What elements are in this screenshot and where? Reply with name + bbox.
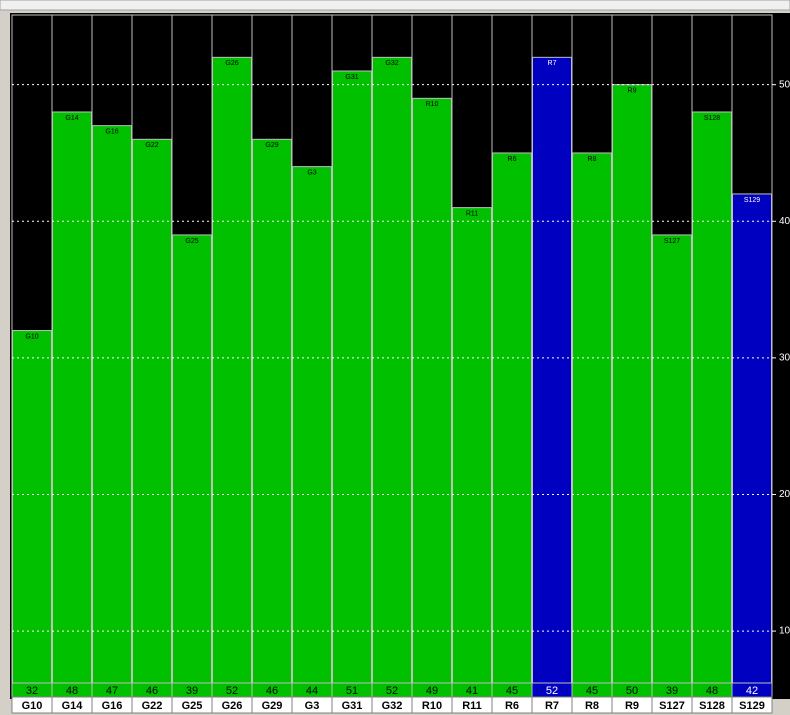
bar-top-label: R7 <box>548 60 557 67</box>
bar-top-label: G26 <box>225 60 238 67</box>
x-tick-label: G32 <box>382 700 403 712</box>
x-tick-label: G25 <box>182 700 203 712</box>
bar <box>332 70 372 684</box>
bar <box>652 234 692 684</box>
bar <box>132 138 172 684</box>
value-label: 51 <box>346 685 358 697</box>
bar-top-label: G22 <box>145 142 158 149</box>
y-tick-label: 50 <box>779 79 790 90</box>
x-tick-label: G29 <box>262 700 283 712</box>
bar <box>252 138 292 684</box>
y-tick-label: 10 <box>779 626 790 637</box>
value-label: 42 <box>746 685 758 697</box>
bar-top-label: G14 <box>65 115 78 122</box>
value-label: 49 <box>426 685 438 697</box>
bar <box>572 152 612 684</box>
x-tick-label: G14 <box>62 700 84 712</box>
bar <box>532 56 572 684</box>
x-tick-label: G31 <box>342 700 363 712</box>
value-label: 52 <box>386 685 398 697</box>
x-tick-label: R10 <box>422 700 442 712</box>
bar <box>12 330 52 684</box>
bar-top-label: G25 <box>185 238 198 245</box>
bar-top-label: R10 <box>426 101 439 108</box>
value-label: 44 <box>306 685 318 697</box>
value-label: 47 <box>106 685 118 697</box>
x-tick-label: R7 <box>545 700 559 712</box>
category-cell <box>731 696 773 714</box>
x-tick-label: G3 <box>305 700 320 712</box>
x-tick-label: R9 <box>625 700 639 712</box>
bar <box>412 97 452 684</box>
bar <box>732 193 772 684</box>
x-tick-label: S129 <box>739 700 765 712</box>
bar-top-label: S127 <box>664 238 680 245</box>
bar <box>492 152 532 684</box>
y-tick-label: 40 <box>779 216 790 227</box>
bar <box>92 125 132 684</box>
bar-top-label: G31 <box>345 74 358 81</box>
value-label: 48 <box>66 685 78 697</box>
y-tick-label: 30 <box>779 353 790 364</box>
bar-top-label: G3 <box>307 169 316 176</box>
x-tick-label: R6 <box>505 700 519 712</box>
x-tick-label: R11 <box>462 700 482 712</box>
bar-top-label: S128 <box>704 115 720 122</box>
bar-top-label: R8 <box>588 156 597 163</box>
bar <box>292 166 332 684</box>
y-tick-label: 20 <box>779 489 790 500</box>
x-tick-label: S128 <box>699 700 725 712</box>
x-tick-label: G10 <box>22 700 43 712</box>
x-tick-label: G22 <box>142 700 163 712</box>
bar-top-label: G10 <box>25 333 38 340</box>
value-label: 41 <box>466 685 478 697</box>
bar-top-label: G29 <box>265 142 278 149</box>
bar <box>172 234 212 684</box>
bar-top-label: G32 <box>385 60 398 67</box>
bar <box>692 111 732 684</box>
value-label: 48 <box>706 685 718 697</box>
value-label: 32 <box>26 685 38 697</box>
bar-top-label: R9 <box>628 88 637 95</box>
bar <box>52 111 92 684</box>
value-label: 52 <box>546 685 558 697</box>
x-tick-label: G26 <box>222 700 243 712</box>
value-label: 45 <box>506 685 518 697</box>
bar <box>612 84 652 684</box>
value-label: 50 <box>626 685 638 697</box>
x-tick-label: S127 <box>659 700 685 712</box>
value-label: 39 <box>666 685 678 697</box>
value-label: 46 <box>266 685 278 697</box>
bar-top-label: R6 <box>508 156 517 163</box>
x-tick-label: R8 <box>585 700 599 712</box>
value-label: 45 <box>586 685 598 697</box>
bar <box>212 56 252 684</box>
value-label: 39 <box>186 685 198 697</box>
value-label: 46 <box>146 685 158 697</box>
y-axis-label: dB <box>771 670 784 682</box>
bar <box>372 56 412 684</box>
bar-top-label: R11 <box>466 210 478 217</box>
x-tick-label: G16 <box>102 700 123 712</box>
bar-top-label: G16 <box>105 128 118 135</box>
bar-top-label: S129 <box>744 197 760 204</box>
scroll-strip <box>0 0 790 11</box>
bar <box>452 207 492 684</box>
value-label: 52 <box>226 685 238 697</box>
